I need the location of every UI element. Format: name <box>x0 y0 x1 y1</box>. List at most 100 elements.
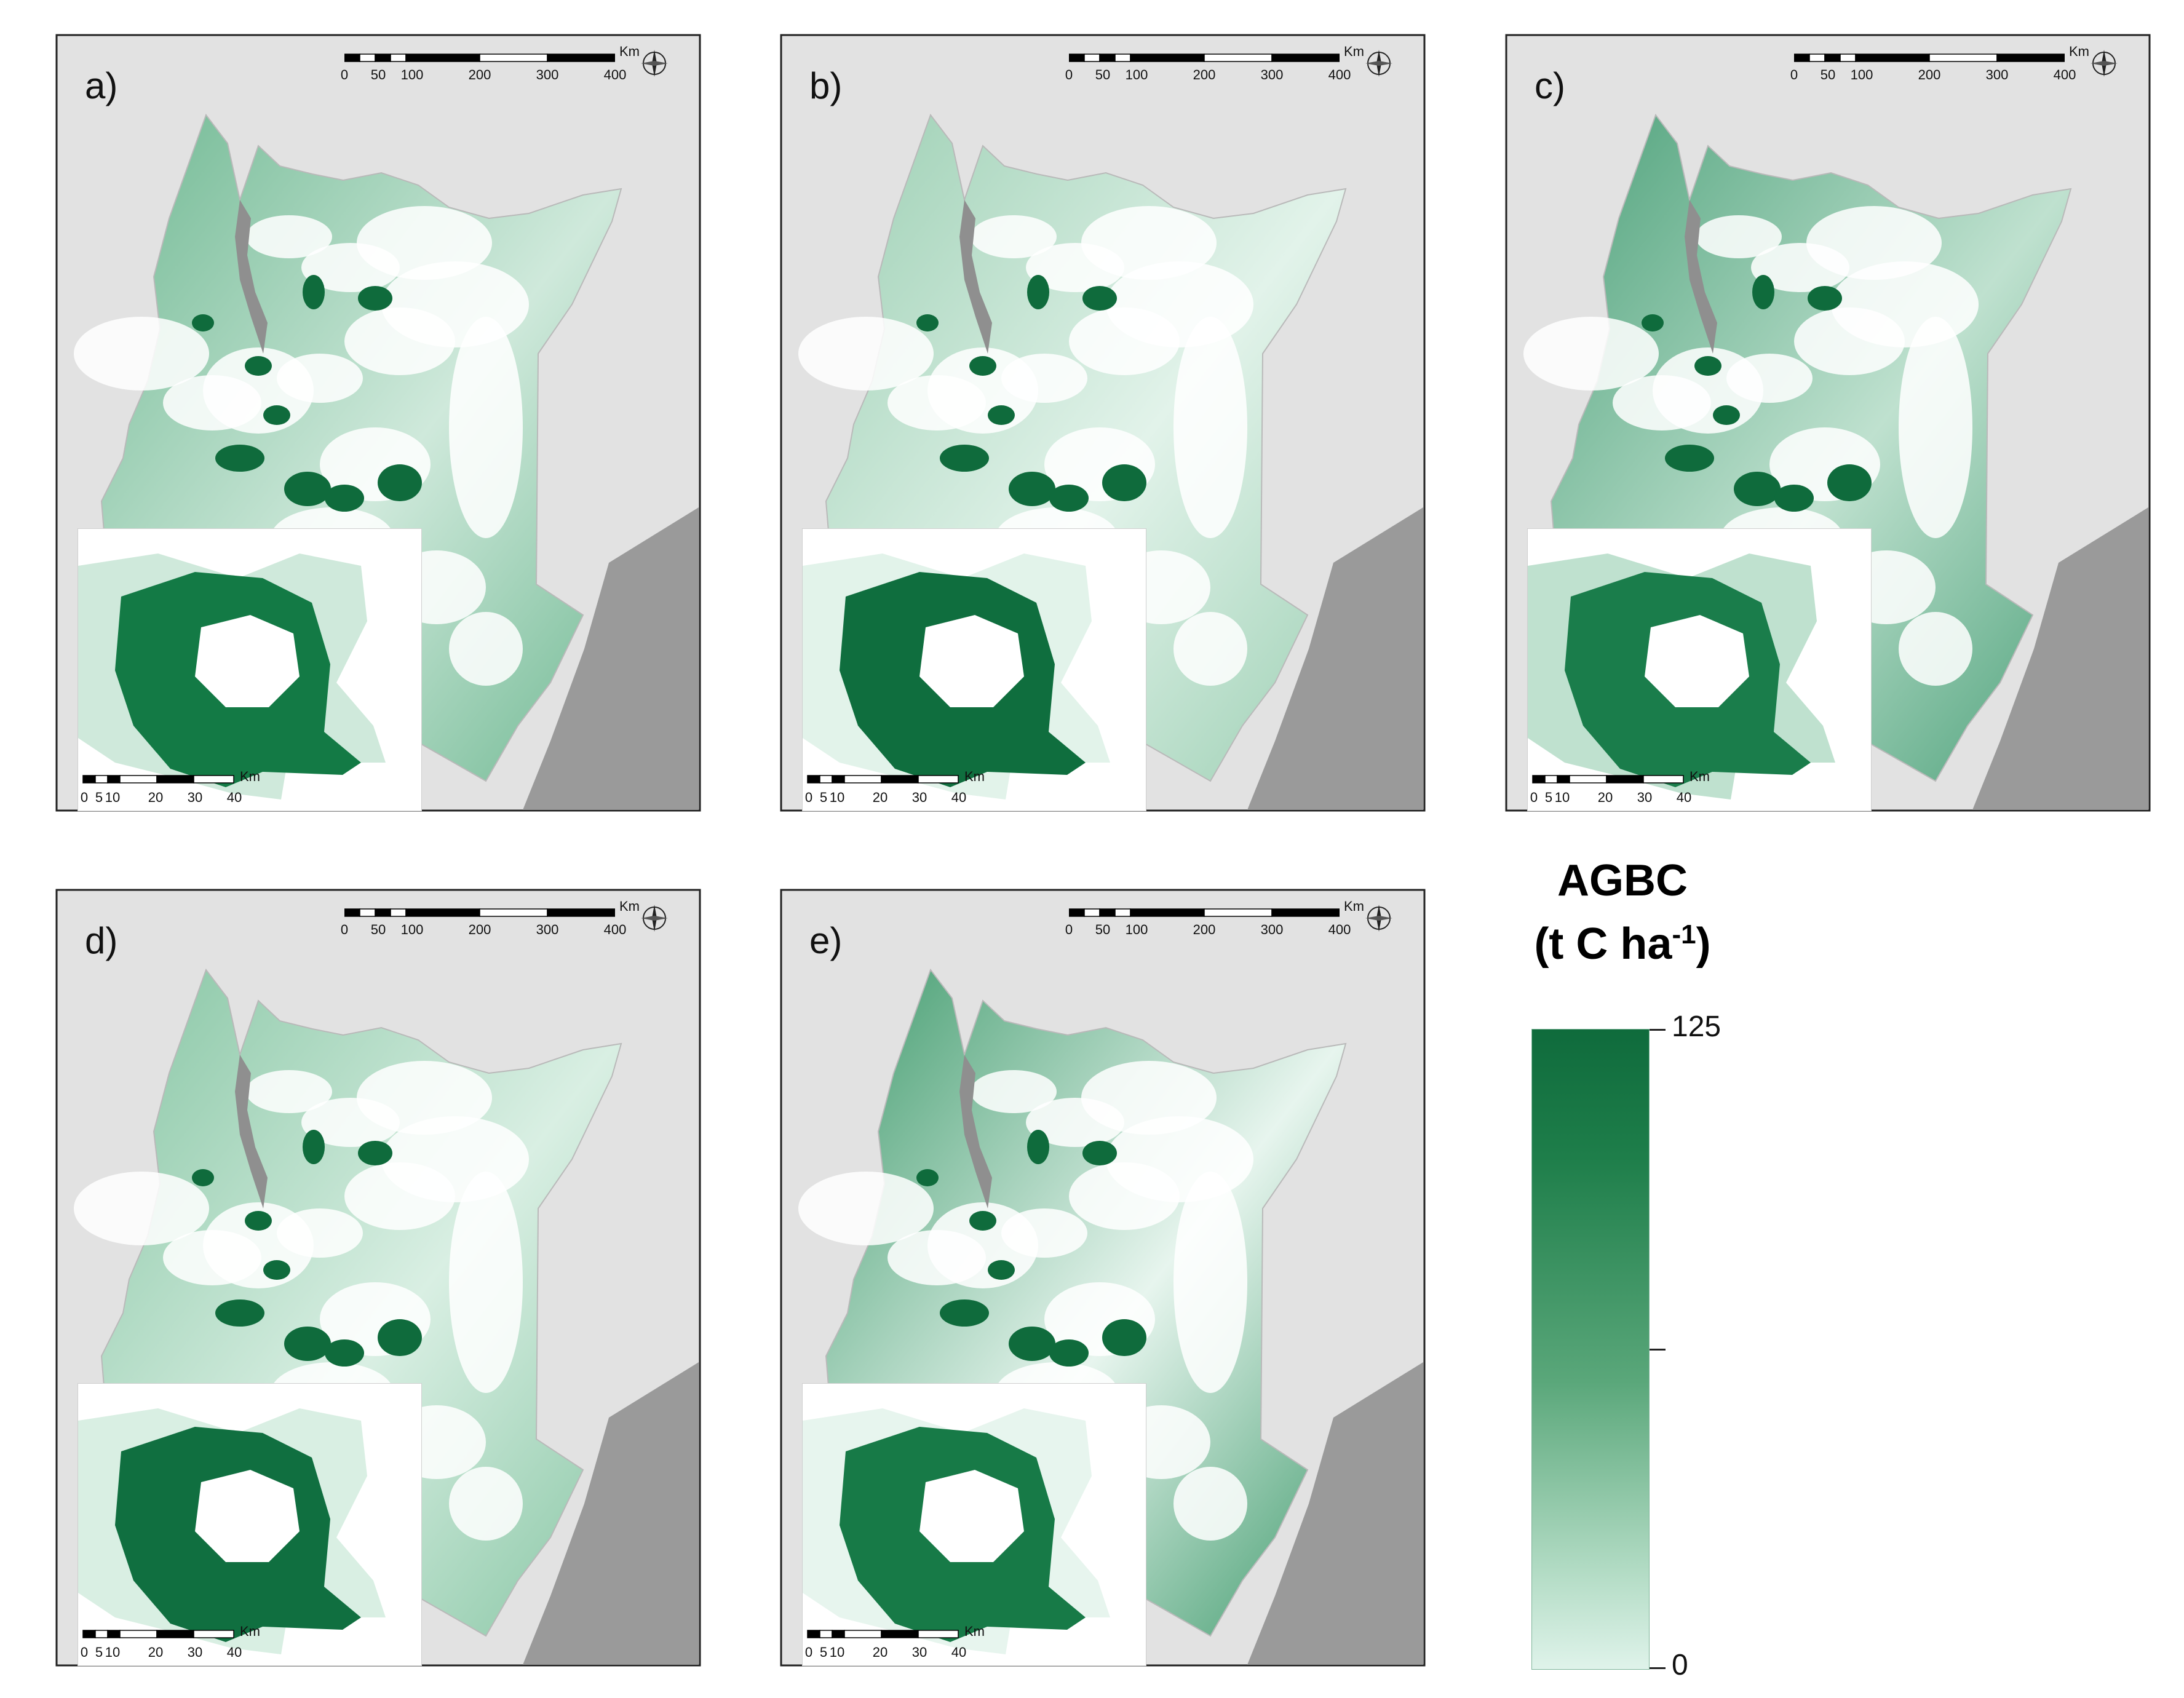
nodata-patch <box>277 354 363 403</box>
forest-patch <box>325 1339 364 1367</box>
forest-patch <box>1665 445 1714 472</box>
compass-rose-icon <box>641 50 668 77</box>
indian-ocean <box>523 1362 699 1665</box>
legend-title-line2: (t C ha-1) <box>1493 908 1752 971</box>
scale-tick-label: 300 <box>1260 922 1284 937</box>
forest-patch <box>245 1211 272 1231</box>
forest-patch <box>1642 314 1664 331</box>
inset-scale-tick-label: 40 <box>1676 790 1692 805</box>
lake-turkana <box>959 1055 992 1208</box>
inset-scale-bar: Km 0 5 10 20 30 40 <box>80 769 260 808</box>
map-panel-c: c) Km 0 50 100 200 300 400 Km 0 5 10 20 30 40 <box>1505 34 2151 812</box>
panel-label-b: b) <box>809 65 843 106</box>
inset-scale-bar: Km 0 5 10 20 30 40 <box>805 769 985 808</box>
forest-patch <box>1049 485 1089 512</box>
forest-patch <box>192 1169 214 1186</box>
inset-scale-tick-label: 0 <box>80 790 89 805</box>
map-scale-bar: Km 0 50 100 200 300 400 <box>341 899 640 944</box>
forest-patch <box>940 445 989 472</box>
nodata-patch <box>1726 354 1813 403</box>
nodata-patch <box>971 1070 1057 1113</box>
inset-scale-tick-label: 40 <box>226 1644 242 1660</box>
scale-tick-label: 200 <box>1193 67 1216 82</box>
indian-ocean <box>523 507 699 810</box>
scale-tick-label: 300 <box>536 922 559 937</box>
scale-tick-label: 400 <box>1328 67 1351 82</box>
scale-tick-label: 50 <box>1095 67 1111 82</box>
nodata-patch <box>1696 215 1782 258</box>
lake-turkana <box>959 200 992 354</box>
nodata-patch <box>357 206 492 280</box>
scale-tick-label: 50 <box>1820 67 1836 82</box>
compass-rose-icon <box>641 905 668 932</box>
nodata-patch <box>74 1172 209 1245</box>
inset-scale-unit: Km <box>240 1624 260 1639</box>
scale-tick-label: 100 <box>1125 922 1148 937</box>
forest-patch <box>303 1130 325 1164</box>
inset-map: Km 0 5 10 20 30 40 <box>802 528 1146 811</box>
scale-tick-label: 300 <box>536 67 559 82</box>
panel-label-d: d) <box>85 920 118 961</box>
map-canvas <box>55 34 701 812</box>
inset-crater-nodata <box>919 615 1024 707</box>
inset-scale-tick-label: 10 <box>829 790 845 805</box>
inset-scale-tick-label: 30 <box>911 1644 927 1660</box>
forest-patch <box>1752 275 1774 309</box>
inset-scale-unit: Km <box>1690 769 1710 784</box>
nodata-patch <box>74 317 209 391</box>
forest-patch <box>325 485 364 512</box>
scale-tick-label: 400 <box>603 922 627 937</box>
scale-tick-label: 50 <box>370 67 386 82</box>
nodata-patch <box>798 1172 934 1245</box>
inset-scale-tick-label: 10 <box>829 1644 845 1660</box>
nodata-patch <box>1806 206 1942 280</box>
inset-scale-tick-label: 5 <box>819 790 828 805</box>
map-scale-bar: Km 0 50 100 200 300 400 <box>1065 899 1364 944</box>
scale-tick-label: 400 <box>603 67 627 82</box>
nodata-patch <box>1899 612 1972 686</box>
nodata-patch <box>277 1208 363 1258</box>
forest-patch <box>1713 405 1740 425</box>
inset-scale-tick-label: 20 <box>148 790 164 805</box>
forest-patch <box>263 405 290 425</box>
inset-crater-nodata <box>195 615 300 707</box>
inset-crater-nodata <box>1645 615 1749 707</box>
legend-unit-close: ) <box>1696 919 1711 969</box>
nodata-patch <box>449 1467 523 1541</box>
forest-patch <box>1102 1319 1146 1356</box>
forest-patch <box>245 356 272 376</box>
forest-patch <box>1734 472 1781 506</box>
nodata-patch <box>1831 261 1979 347</box>
forest-patch <box>1102 464 1146 501</box>
nodata-patch <box>449 1172 523 1393</box>
scale-tick-label: 300 <box>1985 67 2009 82</box>
inset-scale-bar: Km 0 5 10 20 30 40 <box>804 1624 985 1663</box>
inset-scale-tick-label: 5 <box>819 1644 828 1660</box>
scale-tick-label: 200 <box>468 67 491 82</box>
inset-scale-tick-label: 20 <box>872 1644 888 1660</box>
scale-unit: Km <box>619 44 640 59</box>
inset-scale-tick-label: 40 <box>951 1644 967 1660</box>
nodata-patch <box>246 215 332 258</box>
nodata-patch <box>1081 1061 1217 1135</box>
inset-crater-nodata <box>919 1470 1024 1562</box>
inset-scale-tick-label: 0 <box>804 1644 813 1660</box>
scale-unit: Km <box>1344 899 1364 914</box>
legend-min-value: 0 <box>1672 1649 1688 1681</box>
nodata-patch <box>357 1061 492 1135</box>
lake-turkana <box>235 1055 268 1208</box>
inset-crater-nodata <box>195 1470 300 1562</box>
forest-patch <box>1009 472 1055 506</box>
forest-patch <box>988 405 1015 425</box>
inset-map: Km 0 5 10 20 30 40 <box>802 1383 1146 1666</box>
scale-unit: Km <box>619 899 640 914</box>
forest-patch <box>916 314 939 331</box>
indian-ocean <box>1247 507 1423 810</box>
inset-map: Km 0 5 10 20 30 40 <box>77 528 422 811</box>
forest-patch <box>1808 286 1842 311</box>
forest-patch <box>358 286 392 311</box>
inset-scale-tick-label: 20 <box>1597 790 1613 805</box>
indian-ocean <box>1247 1362 1423 1665</box>
panel-label-e: e) <box>809 920 843 961</box>
forest-patch <box>378 464 422 501</box>
